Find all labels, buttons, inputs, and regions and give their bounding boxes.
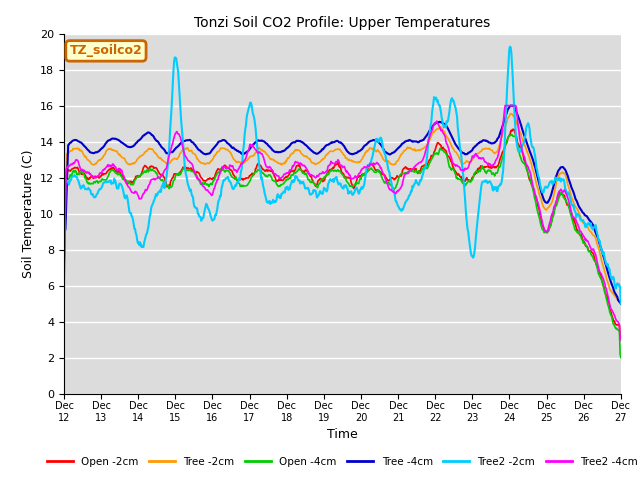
Line: Open -2cm: Open -2cm xyxy=(64,129,621,339)
Legend: Open -2cm, Tree -2cm, Open -4cm, Tree -4cm, Tree2 -2cm, Tree2 -4cm: Open -2cm, Tree -2cm, Open -4cm, Tree -4… xyxy=(43,453,640,471)
Open -2cm xyxy=(383,177,391,183)
Tree -2cm xyxy=(60,228,68,234)
Tree2 -2cm xyxy=(415,182,422,188)
Open -4cm xyxy=(483,170,490,176)
Tree -2cm xyxy=(398,151,406,157)
Open -2cm xyxy=(540,227,548,232)
Open -4cm xyxy=(94,180,102,186)
Open -2cm xyxy=(60,264,68,270)
Tree2 -4cm xyxy=(617,336,625,342)
Open -2cm xyxy=(398,171,406,177)
Tree2 -4cm xyxy=(94,173,102,179)
Open -2cm xyxy=(617,336,625,342)
Tree -4cm xyxy=(415,139,422,145)
Tree2 -2cm xyxy=(540,187,548,192)
X-axis label: Time: Time xyxy=(327,428,358,442)
Line: Tree -4cm: Tree -4cm xyxy=(64,106,621,303)
Y-axis label: Soil Temperature (C): Soil Temperature (C) xyxy=(22,149,35,278)
Line: Tree2 -2cm: Tree2 -2cm xyxy=(64,47,621,303)
Open -2cm xyxy=(94,174,102,180)
Open -4cm xyxy=(540,230,548,236)
Tree -4cm xyxy=(507,103,515,108)
Tree2 -4cm xyxy=(398,183,406,189)
Tree2 -2cm xyxy=(383,161,391,167)
Tree -2cm xyxy=(94,158,102,164)
Tree2 -2cm xyxy=(60,287,68,292)
Tree -4cm xyxy=(483,138,490,144)
Tree -4cm xyxy=(617,300,625,306)
Line: Tree2 -4cm: Tree2 -4cm xyxy=(64,106,621,339)
Open -4cm xyxy=(617,355,625,360)
Open -4cm xyxy=(508,132,515,137)
Open -2cm xyxy=(483,164,490,170)
Tree -4cm xyxy=(398,141,406,147)
Tree -4cm xyxy=(60,228,68,234)
Open -4cm xyxy=(383,180,391,185)
Tree -2cm xyxy=(383,158,391,164)
Line: Tree -2cm: Tree -2cm xyxy=(64,114,621,303)
Open -2cm xyxy=(509,126,517,132)
Tree2 -4cm xyxy=(483,160,490,166)
Tree -2cm xyxy=(507,111,515,117)
Tree -2cm xyxy=(415,147,422,153)
Tree2 -4cm xyxy=(501,103,509,108)
Open -4cm xyxy=(60,283,68,288)
Tree2 -2cm xyxy=(94,189,102,194)
Text: TZ_soilco2: TZ_soilco2 xyxy=(70,44,142,58)
Title: Tonzi Soil CO2 Profile: Upper Temperatures: Tonzi Soil CO2 Profile: Upper Temperatur… xyxy=(195,16,490,30)
Line: Open -4cm: Open -4cm xyxy=(64,134,621,358)
Open -2cm xyxy=(415,168,422,174)
Tree -2cm xyxy=(483,146,490,152)
Tree -4cm xyxy=(540,197,548,203)
Tree -4cm xyxy=(94,149,102,155)
Tree2 -2cm xyxy=(398,206,406,212)
Tree2 -4cm xyxy=(383,180,391,186)
Open -4cm xyxy=(415,168,422,174)
Tree -2cm xyxy=(540,205,548,211)
Tree -2cm xyxy=(617,300,625,306)
Tree2 -4cm xyxy=(415,160,422,166)
Tree2 -2cm xyxy=(506,44,514,49)
Tree2 -2cm xyxy=(483,178,490,183)
Tree -4cm xyxy=(383,150,391,156)
Tree2 -4cm xyxy=(540,226,548,232)
Tree2 -4cm xyxy=(60,264,68,270)
Open -4cm xyxy=(398,170,406,176)
Tree2 -2cm xyxy=(617,300,625,306)
